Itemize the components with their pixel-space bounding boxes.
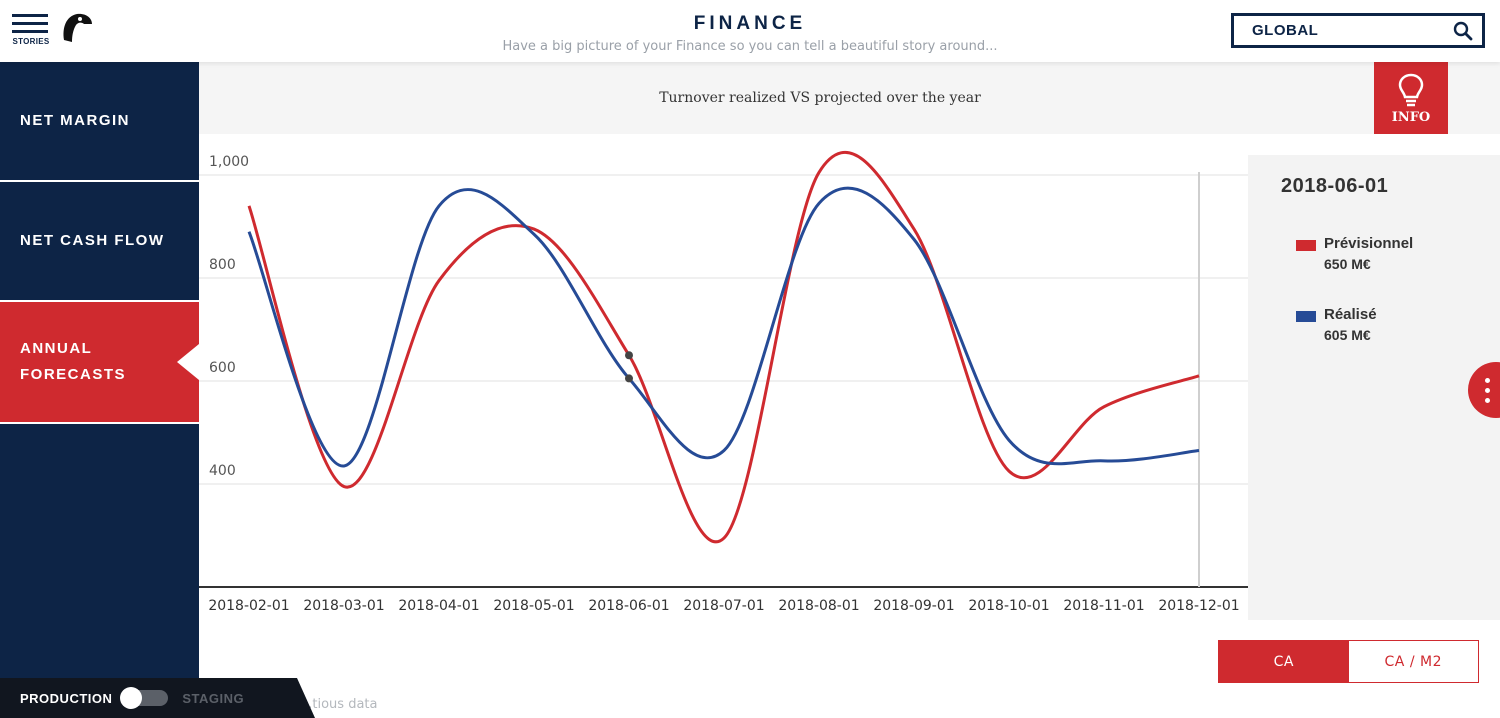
staging-label: STAGING (182, 690, 245, 706)
page-title: FINANCE (693, 13, 807, 34)
y-tick-label: 800 (209, 257, 236, 273)
x-tick-label: 2018-11-01 (1063, 598, 1144, 614)
app-header: STORIES FINANCE Have a big picture of yo… (0, 0, 1500, 62)
hamburger-icon (12, 14, 50, 33)
footer-note: ...tious data (300, 697, 378, 712)
y-tick-label: 600 (209, 360, 236, 376)
series-line-realise (247, 186, 1200, 468)
x-tick-label: 2018-02-01 (208, 598, 289, 614)
hover-point-realise (625, 374, 633, 383)
x-tick-label: 2018-10-01 (968, 598, 1049, 614)
environment-switch-bar: PRODUCTION STAGING (0, 678, 315, 718)
stories-label: STORIES (12, 37, 50, 46)
sidebar-item-net-margin[interactable]: NET MARGIN (0, 62, 199, 182)
chart-title: Turnover realized VS projected over the … (659, 90, 981, 106)
y-tick-label: 400 (209, 463, 236, 479)
sidebar-item-label: ANNUAL FORECASTS (20, 340, 127, 383)
search-input[interactable]: GLOBAL (1231, 13, 1485, 48)
toucan-logo-icon (63, 13, 92, 42)
ca-button[interactable]: CA (1219, 641, 1349, 682)
series-line-previsionnel (247, 150, 1200, 544)
environment-toggle[interactable] (120, 687, 169, 709)
more-dot (1485, 388, 1490, 393)
legend-name: Prévisionnel (1324, 235, 1414, 252)
search-icon[interactable] (1452, 20, 1474, 42)
legend-value: 650 M€ (1324, 256, 1371, 272)
search-value: GLOBAL (1252, 22, 1319, 39)
legend-name: Réalisé (1324, 306, 1377, 323)
sidebar-item-annual-forecasts[interactable]: ANNUAL FORECASTS (0, 302, 199, 424)
toggle-knob (120, 687, 143, 709)
x-tick-label: 2018-07-01 (683, 598, 764, 614)
x-tick-label: 2018-09-01 (873, 598, 954, 614)
ca-m2-button[interactable]: CA / M2 (1348, 641, 1478, 682)
more-dot (1485, 398, 1490, 403)
x-tick-label: 2018-08-01 (778, 598, 859, 614)
line-chart: 400 600 800 1,000 2018-02-01 2018-03-01 2018-0… (199, 150, 1248, 614)
tooltip-panel: 2018-06-01 Prévisionnel 650 M€ Réalisé 6… (1248, 155, 1500, 620)
active-indicator-arrow (177, 344, 199, 380)
stories-menu-button[interactable]: STORIES (12, 14, 50, 46)
chart-header: Turnover realized VS projected over the … (199, 62, 1500, 134)
x-tick-label: 2018-06-01 (588, 598, 669, 614)
info-label: INFO (1391, 110, 1431, 125)
legend-swatch-realise (1296, 311, 1316, 322)
tooltip-date: 2018-06-01 (1281, 175, 1389, 197)
hover-point-previsionnel (625, 351, 633, 360)
legend-value: 605 M€ (1324, 327, 1371, 343)
info-button[interactable]: INFO (1374, 62, 1448, 134)
sidebar-item-net-cash-flow[interactable]: NET CASH FLOW (0, 182, 199, 302)
lightbulb-icon (1398, 73, 1424, 107)
sidebar: NET MARGIN NET CASH FLOW ANNUAL FORECAST… (0, 62, 199, 718)
x-tick-label: 2018-05-01 (493, 598, 574, 614)
production-label: PRODUCTION (20, 690, 113, 706)
legend-swatch-previsionnel (1296, 240, 1316, 251)
metric-toggle: CA CA / M2 (1218, 640, 1479, 683)
x-tick-label: 2018-12-01 (1158, 598, 1239, 614)
more-dot (1485, 378, 1490, 383)
page-subtitle: Have a big picture of your Finance so yo… (502, 39, 998, 54)
sidebar-item-label: NET CASH FLOW (20, 232, 165, 249)
x-tick-label: 2018-03-01 (303, 598, 384, 614)
y-tick-label: 1,000 (209, 154, 249, 170)
x-tick-label: 2018-04-01 (398, 598, 479, 614)
sidebar-item-label: NET MARGIN (20, 112, 130, 129)
